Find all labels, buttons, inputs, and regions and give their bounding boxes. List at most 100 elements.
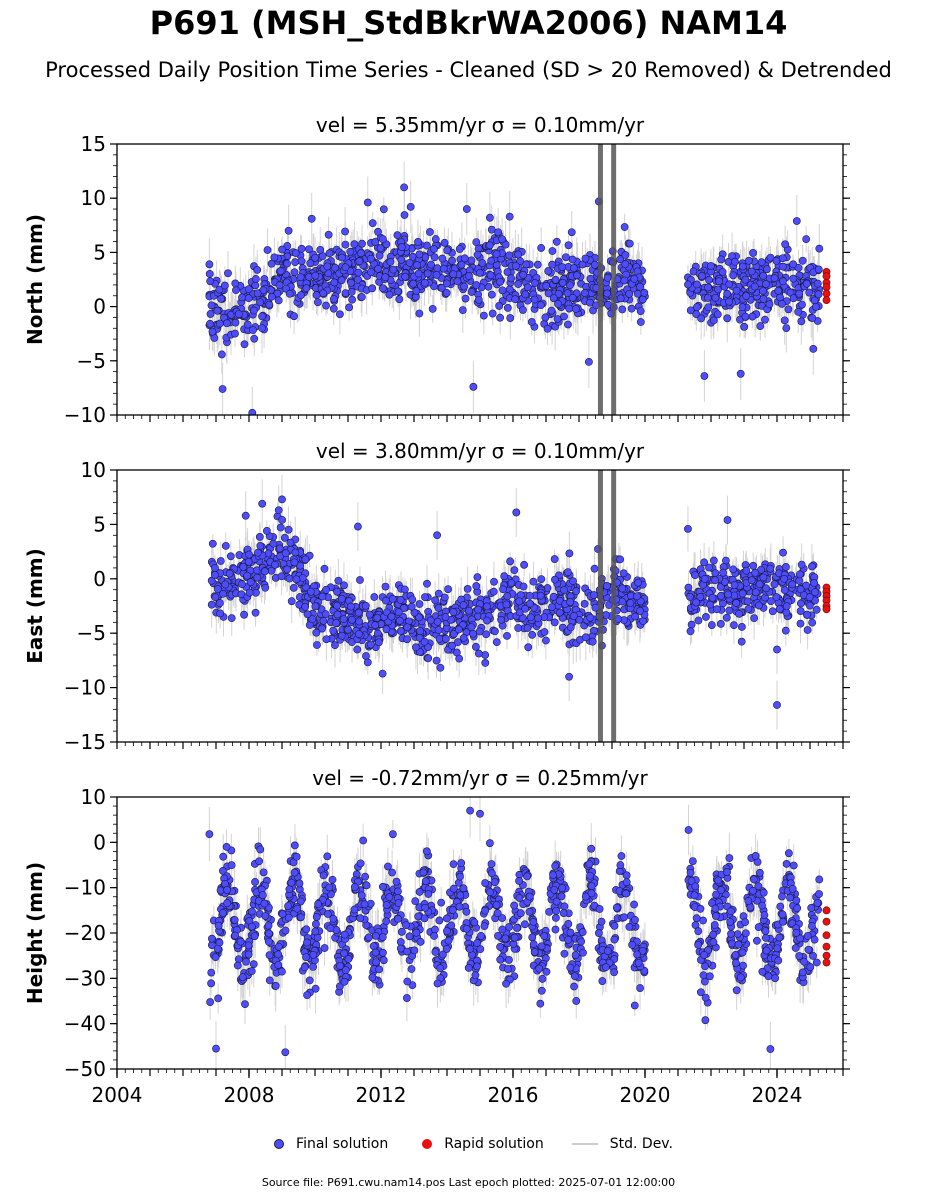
final-point xyxy=(385,290,394,299)
final-point xyxy=(249,326,257,334)
final-point xyxy=(537,244,546,252)
final-point xyxy=(603,582,611,590)
final-point xyxy=(491,627,499,636)
final-point xyxy=(206,277,215,286)
final-point xyxy=(311,253,320,262)
final-point xyxy=(813,279,822,288)
final-point xyxy=(796,607,805,615)
final-point xyxy=(378,284,387,293)
final-point xyxy=(219,589,227,598)
final-point xyxy=(396,595,405,604)
final-point xyxy=(400,585,409,594)
final-point xyxy=(781,626,790,635)
std-dev-spike xyxy=(611,144,617,415)
final-point xyxy=(530,295,539,304)
final-point xyxy=(711,576,719,585)
final-point xyxy=(245,588,254,597)
final-point xyxy=(543,324,552,333)
final-point xyxy=(774,286,783,295)
final-point xyxy=(253,573,262,582)
final-point xyxy=(725,297,734,306)
final-point xyxy=(207,600,216,609)
final-point xyxy=(722,613,731,622)
final-point xyxy=(547,306,556,315)
final-point xyxy=(812,605,821,614)
final-point xyxy=(355,617,364,626)
final-point xyxy=(263,246,272,254)
final-point xyxy=(490,577,498,586)
final-point xyxy=(251,275,260,283)
final-point xyxy=(700,372,709,380)
final-point xyxy=(347,287,356,296)
final-point xyxy=(814,265,823,274)
final-point xyxy=(709,316,718,325)
final-point xyxy=(432,271,441,279)
final-point xyxy=(498,286,507,295)
final-point xyxy=(564,320,572,329)
final-point xyxy=(424,643,432,652)
final-point xyxy=(400,604,408,613)
final-point xyxy=(455,654,464,663)
final-point xyxy=(742,292,751,300)
final-point xyxy=(376,244,385,253)
final-point xyxy=(542,282,551,290)
final-point xyxy=(329,626,338,635)
final-point xyxy=(519,582,528,591)
final-point xyxy=(302,583,310,592)
final-point xyxy=(780,574,789,583)
final-point xyxy=(303,610,312,619)
final-point xyxy=(736,369,745,378)
final-point xyxy=(338,631,346,640)
final-point xyxy=(211,570,219,579)
final-point xyxy=(324,230,333,239)
final-point xyxy=(221,281,229,290)
final-point xyxy=(487,256,496,265)
final-point xyxy=(788,580,797,589)
final-point xyxy=(440,238,449,247)
final-point xyxy=(216,557,225,565)
final-point xyxy=(297,291,305,300)
final-point xyxy=(743,597,752,606)
final-point xyxy=(780,316,789,325)
final-point xyxy=(590,260,599,269)
final-point xyxy=(627,304,636,313)
final-point xyxy=(415,613,424,622)
final-point xyxy=(258,312,266,321)
final-point xyxy=(794,263,803,272)
final-point xyxy=(704,283,713,292)
final-point xyxy=(256,542,265,550)
final-point xyxy=(550,618,559,627)
final-point xyxy=(444,585,452,594)
final-point xyxy=(292,575,301,584)
final-point xyxy=(781,240,790,249)
final-point xyxy=(426,228,434,236)
final-point xyxy=(525,591,534,600)
final-point xyxy=(505,212,514,221)
y-axis-label: North (mm) xyxy=(23,214,47,345)
final-point xyxy=(438,284,446,292)
final-point xyxy=(529,577,538,586)
final-point xyxy=(475,627,484,636)
final-point xyxy=(320,564,329,573)
final-point xyxy=(782,324,791,332)
final-point xyxy=(735,609,743,618)
final-point xyxy=(751,568,760,577)
final-point xyxy=(322,635,331,644)
final-point xyxy=(291,548,300,557)
final-point xyxy=(761,280,770,288)
final-point xyxy=(544,289,553,298)
final-point xyxy=(413,261,421,270)
final-point xyxy=(686,306,695,315)
final-point xyxy=(811,588,819,597)
final-point xyxy=(329,295,338,303)
final-point xyxy=(301,602,310,611)
final-point xyxy=(496,313,504,322)
final-point xyxy=(537,575,546,583)
final-point xyxy=(481,659,490,667)
final-point xyxy=(415,600,424,608)
final-point xyxy=(729,271,738,280)
final-point xyxy=(634,578,643,587)
final-point xyxy=(379,235,387,244)
final-point xyxy=(251,281,260,290)
final-point xyxy=(530,279,539,287)
